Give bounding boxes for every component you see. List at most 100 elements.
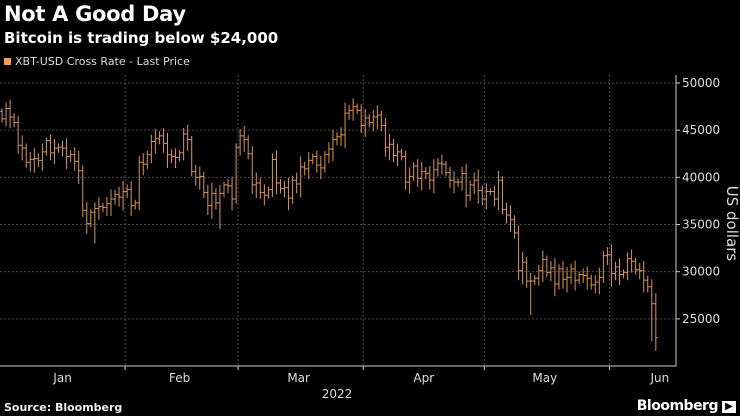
ohlc-bar [476, 169, 481, 204]
ohlc-bar [464, 163, 469, 208]
ohlc-bar [419, 161, 424, 191]
ohlc-bar [266, 186, 271, 200]
chart-subtitle: Bitcoin is trading below $24,000 [4, 29, 279, 47]
bloomberg-logo: Bloomberg [636, 398, 719, 414]
ohlc-bar [16, 115, 21, 154]
ohlc-bar [480, 185, 485, 206]
ohlc-bar [226, 178, 231, 194]
ohlc-bar [516, 225, 521, 281]
ohlc-bar [452, 171, 457, 194]
ohlc-bar [8, 99, 13, 129]
y-tick-label: 50000 [682, 76, 720, 90]
ohlc-bar [153, 128, 158, 154]
ohlc-bar [363, 108, 368, 137]
ohlc-bar [270, 153, 275, 198]
ohlc-bar [318, 156, 323, 180]
ohlc-bar [593, 275, 598, 294]
x-tick-label: Mar [287, 371, 310, 385]
ohlc-bar [149, 134, 154, 164]
ohlc-bar [76, 150, 81, 184]
ohlc-bar [573, 260, 578, 291]
ohlc-bar [544, 255, 549, 278]
ohlc-bar [96, 197, 101, 220]
ohlc-bar [238, 129, 243, 156]
ohlc-bar [589, 274, 594, 290]
ohlc-bar [234, 143, 239, 204]
ohlc-bar [145, 150, 150, 169]
ohlc-bar [56, 143, 61, 153]
ohlc-bar [129, 181, 134, 217]
ohlc-bar [407, 167, 412, 194]
ohlc-bar [629, 249, 634, 273]
ohlc-bar [484, 183, 489, 210]
ohlc-bar [431, 159, 436, 194]
ohlc-bar [165, 132, 170, 168]
x-tick-label: Jan [52, 371, 72, 385]
ohlc-bar [371, 110, 376, 132]
ohlc-bar [375, 105, 380, 130]
ohlc-bar [250, 146, 255, 195]
ohlc-bar [343, 102, 348, 149]
ohlc-bar [201, 171, 206, 199]
ohlc-bar [355, 103, 360, 115]
ohlc-bar [68, 150, 73, 163]
ohlc-bar [125, 184, 130, 199]
ohlc-bar [540, 250, 545, 283]
ohlc-bar [12, 113, 17, 128]
ohlc-bar [569, 263, 574, 284]
ohlc-bar [334, 132, 339, 146]
legend-swatch [4, 58, 11, 65]
ohlc-bar [330, 129, 335, 162]
ohlc-bar [496, 171, 501, 211]
y-axis-label: US dollars [723, 186, 740, 262]
ohlc-bar [609, 244, 614, 287]
ohlc-bar [137, 156, 142, 211]
x-tick-label: Feb [169, 371, 190, 385]
legend: XBT-USD Cross Rate - Last Price [4, 55, 190, 68]
x-tick-label: May [532, 371, 557, 385]
ohlc-bar [113, 189, 118, 205]
ohlc-bar [435, 157, 440, 177]
ohlc-bar [443, 161, 448, 177]
ohlc-bar [177, 149, 182, 162]
ohlc-bar [472, 172, 477, 195]
ohlc-bar [500, 176, 505, 215]
ohlc-bar [439, 154, 444, 175]
ohlc-bar [197, 166, 202, 190]
ohlc-bar [645, 275, 650, 293]
ohlc-bar [492, 185, 497, 207]
ohlc-bar [605, 247, 610, 266]
ohlc-bar [44, 137, 49, 156]
ohlc-bar [399, 148, 404, 161]
ohlc-bar [4, 102, 9, 127]
ohlc-bar [367, 114, 372, 128]
ohlc-bar [351, 98, 356, 121]
ohlc-bar [88, 209, 93, 228]
ohlc-bar [117, 186, 122, 207]
ohlc-bar [84, 202, 89, 234]
ohlc-bar [633, 257, 638, 275]
legend-label: XBT-USD Cross Rate - Last Price [15, 55, 190, 68]
y-tick-label: 25000 [682, 312, 720, 326]
y-tick-label: 30000 [682, 265, 720, 279]
ohlc-bar [641, 260, 646, 293]
ohlc-bar [108, 189, 113, 217]
ohlc-bar [524, 256, 529, 288]
ohlc-bar [157, 131, 162, 145]
ohlc-bar [294, 172, 299, 194]
ohlc-bar [520, 251, 525, 284]
ohlc-bar [447, 166, 452, 188]
ohlc-bar [161, 128, 166, 153]
ohlc-bar [306, 152, 311, 180]
ohlc-bar [403, 150, 408, 190]
ohlc-bar [532, 275, 537, 285]
ohlc-bar [92, 202, 97, 244]
ohlc-bar [262, 184, 267, 206]
ohlc-bar [121, 180, 126, 211]
ohlc-bar [488, 188, 493, 196]
ohlc-bar [141, 153, 146, 176]
ohlc-bar [286, 177, 291, 211]
y-tick-label: 35000 [682, 218, 720, 232]
ohlc-bar [621, 269, 626, 279]
